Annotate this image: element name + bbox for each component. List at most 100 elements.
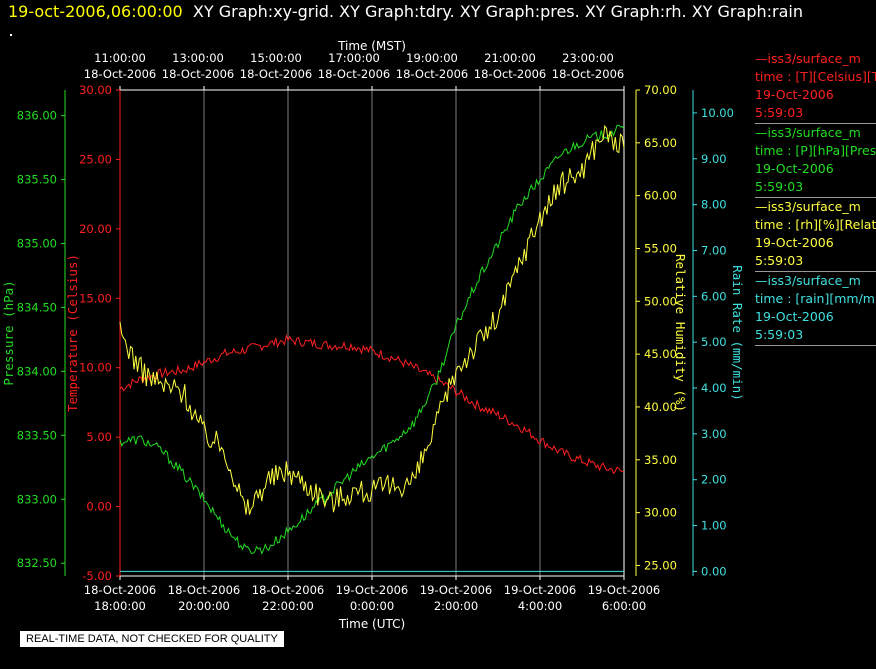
bottom-tick-date: 19-Oct-2006: [420, 583, 492, 597]
legend-text: 19-Oct-2006: [755, 309, 834, 324]
top-tick-date: 18-Oct-2006: [84, 67, 156, 81]
temperature-tick-label: 5.00: [86, 430, 112, 444]
legend-text: 19-Oct-2006: [755, 161, 834, 176]
legend-text: time : [rh][%][Relativ: [755, 217, 876, 232]
legend-text: —iss3/surface_m: [755, 51, 861, 66]
top-tick-time: 21:00:00: [484, 51, 536, 65]
pressure-tick-label: 836.00: [17, 109, 57, 123]
legend-text: —iss3/surface_m: [755, 273, 861, 288]
pressure-tick-label: 832.50: [17, 556, 57, 570]
rain-tick-label: 4.00: [701, 381, 727, 395]
header-date: 19-oct-2006,06:00:00: [8, 2, 183, 21]
pressure-tick-label: 833.00: [17, 492, 57, 506]
rh-tick-label: 50.00: [644, 294, 677, 308]
rain-tick-label: 7.00: [701, 243, 727, 257]
bottom-tick-time: 0:00:00: [350, 599, 394, 613]
temperature-series-line: [119, 333, 625, 475]
bottom-tick-date: 18-Oct-2006: [252, 583, 324, 597]
top-tick-date: 18-Oct-2006: [474, 67, 546, 81]
top-tick-date: 18-Oct-2006: [318, 67, 390, 81]
legend-text: —iss3/surface_m: [755, 125, 861, 140]
header: 19-oct-2006,06:00:00 XY Graph:xy-grid. X…: [8, 2, 803, 21]
legend-text: time : [T][Celsius][T: [755, 69, 876, 84]
rh-tick-label: 45.00: [644, 347, 677, 361]
rh-tick-label: 60.00: [644, 189, 677, 203]
legend-text: 19-Oct-2006: [755, 235, 834, 250]
legend: —iss3/surface_m time : [T][Celsius][T 19-O…: [755, 50, 876, 346]
legend-text: 5:59:03: [755, 253, 804, 268]
bottom-tick-date: 18-Oct-2006: [168, 583, 240, 597]
legend-text: time : [P][hPa][Pres: [755, 143, 876, 158]
temperature-tick-label: 0.00: [86, 500, 112, 514]
rain-axis-label: Rain Rate (mm/min): [730, 265, 745, 400]
pressure-tick-label: 833.50: [17, 428, 57, 442]
bottom-tick-date: 19-Oct-2006: [588, 583, 660, 597]
rh-tick-label: 65.00: [644, 136, 677, 150]
bottom-tick-date: 19-Oct-2006: [336, 583, 408, 597]
rain-tick-label: 0.00: [701, 564, 727, 578]
top-tick-time: 17:00:00: [328, 51, 380, 65]
bottom-axis-label: Time (UTC): [338, 617, 405, 631]
top-tick-time: 15:00:00: [250, 51, 302, 65]
temperature-tick-label: 15.00: [79, 291, 112, 305]
pressure-tick-label: 835.50: [17, 173, 57, 187]
top-tick-time: 23:00:00: [562, 51, 614, 65]
legend-text: —iss3/surface_m: [755, 199, 861, 214]
legend-text: 5:59:03: [755, 179, 804, 194]
rain-tick-label: 5.00: [701, 335, 727, 349]
legend-text: time : [rain][mm/min: [755, 291, 876, 306]
legend-text: 5:59:03: [755, 327, 804, 342]
rh-tick-label: 55.00: [644, 241, 677, 255]
temperature-tick-label: 20.00: [79, 222, 112, 236]
rh-tick-label: 40.00: [644, 400, 677, 414]
top-tick-time: 19:00:00: [406, 51, 458, 65]
rh-tick-label: 35.00: [644, 453, 677, 467]
temperature-tick-label: -5.00: [82, 569, 112, 583]
pressure-axis-label: Pressure (hPa): [1, 280, 16, 385]
rain-tick-label: 9.00: [701, 152, 727, 166]
bottom-tick-time: 22:00:00: [262, 599, 314, 613]
bottom-tick-date: 19-Oct-2006: [504, 583, 576, 597]
bottom-tick-time: 6:00:00: [602, 599, 646, 613]
axes: 18-Oct-2006 18:00:00 18-Oct-2006 20:00:00 18…: [17, 51, 734, 613]
pressure-tick-label: 834.00: [17, 364, 57, 378]
axis-labels: Time (MST) Time (UTC) Pressure (hPa) Tem…: [1, 39, 745, 631]
temperature-tick-label: 25.00: [79, 152, 112, 166]
data-series: [119, 124, 625, 572]
bottom-tick-time: 2:00:00: [434, 599, 478, 613]
header-titles: XY Graph:xy-grid. XY Graph:tdry. XY Grap…: [192, 2, 803, 21]
top-tick-date: 18-Oct-2006: [396, 67, 468, 81]
rh-series-line: [119, 124, 625, 515]
temperature-tick-label: 30.00: [79, 83, 112, 97]
bottom-tick-time: 18:00:00: [94, 599, 146, 613]
rh-axis-label: Relative Humidity (%): [673, 254, 688, 412]
quality-note: REAL-TIME DATA, NOT CHECKED FOR QUALITY: [20, 631, 284, 647]
top-tick-date: 18-Oct-2006: [162, 67, 234, 81]
rain-tick-label: 3.00: [701, 427, 727, 441]
rain-tick-label: 8.00: [701, 198, 727, 212]
rh-tick-label: 30.00: [644, 506, 677, 520]
rh-tick-label: 70.00: [644, 83, 677, 97]
bottom-tick-time: 20:00:00: [178, 599, 230, 613]
rain-tick-label: 1.00: [701, 519, 727, 533]
top-tick-time: 11:00:00: [94, 51, 146, 65]
temperature-tick-label: 10.00: [79, 361, 112, 375]
rain-tick-label: 6.00: [701, 289, 727, 303]
grid-lines: [203, 90, 541, 576]
pressure-series-line: [119, 124, 625, 555]
top-tick-date: 18-Oct-2006: [240, 67, 312, 81]
top-tick-date: 18-Oct-2006: [552, 67, 624, 81]
pressure-tick-label: 835.00: [17, 236, 57, 250]
bottom-tick-time: 4:00:00: [518, 599, 562, 613]
rain-tick-label: 10.00: [701, 106, 734, 120]
temperature-axis-label: Temperature (Celsius): [65, 254, 80, 412]
legend-text: 5:59:03: [755, 105, 804, 120]
legend-text: 19-Oct-2006: [755, 87, 834, 102]
top-tick-time: 13:00:00: [172, 51, 224, 65]
rh-tick-label: 25.00: [644, 558, 677, 572]
